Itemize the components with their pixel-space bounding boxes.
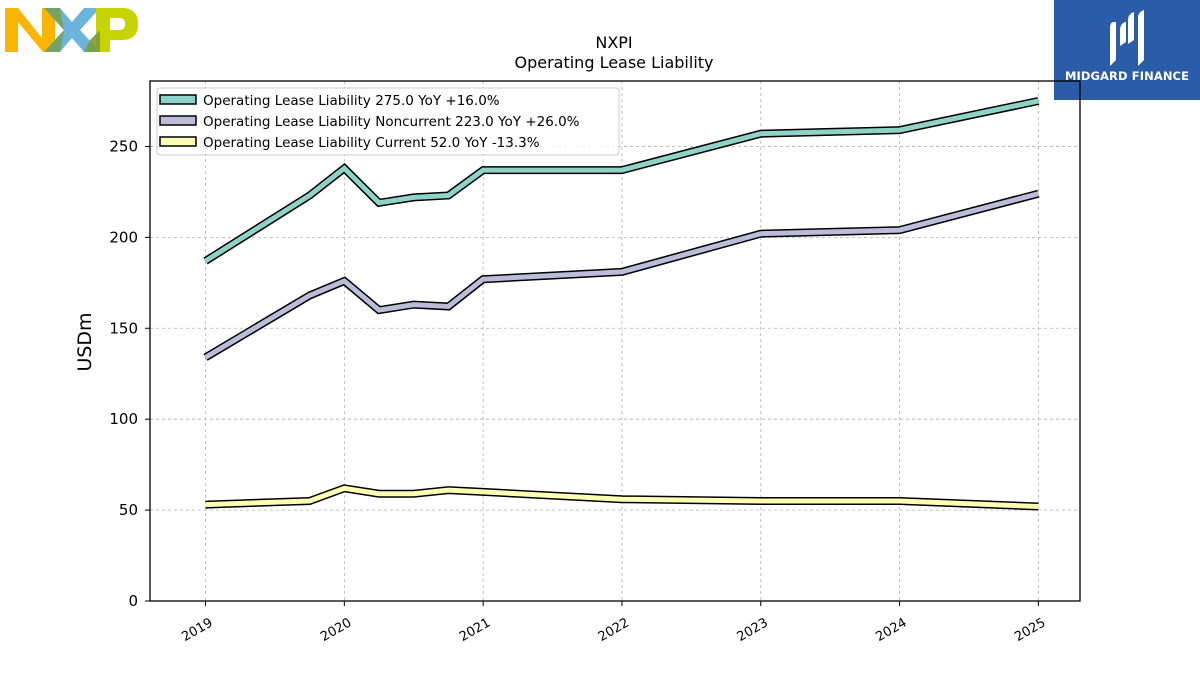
x-tick-label: 2024 — [873, 615, 909, 645]
series-line — [204, 98, 1039, 264]
nxp-logo-n — [5, 8, 55, 52]
x-tick-label: 2022 — [596, 615, 632, 645]
midgard-finance-name: MIDGARD FINANCE — [1064, 69, 1190, 83]
plot-frame — [149, 80, 1081, 602]
y-tick-label: 200 — [109, 228, 138, 246]
series-3 — [205, 484, 1039, 511]
y-tick-label: 150 — [109, 319, 138, 337]
x-tick-label: 2020 — [318, 615, 354, 645]
series-1 — [203, 97, 1040, 265]
y-tick-label: 100 — [109, 410, 138, 428]
legend-swatch — [159, 136, 197, 147]
series-2 — [203, 189, 1040, 361]
x-tick-label: 2025 — [1012, 615, 1048, 645]
series-layer — [203, 97, 1040, 511]
x-tick-label: 2023 — [735, 615, 771, 645]
chart-subtitle: Operating Lease Liability — [514, 53, 713, 72]
legend-label: Operating Lease Liability 275.0 YoY +16.… — [203, 93, 500, 109]
y-axis-label: USDm — [74, 312, 96, 371]
legend-box — [156, 87, 620, 156]
nxp-logo-p — [96, 8, 138, 52]
series-line-outline — [203, 189, 1040, 361]
y-axis: 0 50 100 150 200 250 — [109, 137, 150, 610]
x-tick-label: 2019 — [179, 615, 215, 645]
legend-label: Operating Lease Liability Current 52.0 Y… — [203, 135, 540, 151]
nxp-logo-x-shade — [44, 8, 64, 52]
midgard-emblem-icon — [1110, 10, 1144, 66]
x-axis: 2019 2020 2021 2022 2023 2024 2025 — [179, 601, 1048, 645]
series-line — [205, 485, 1039, 509]
y-tick-label: 250 — [109, 137, 138, 155]
y-tick-label: 0 — [128, 592, 138, 610]
series-line — [204, 191, 1040, 360]
nxp-logo-p-shade — [84, 30, 100, 52]
legend-swatch — [159, 94, 197, 105]
grid-lines — [150, 81, 1080, 601]
y-tick-label: 50 — [119, 501, 138, 519]
legend-swatch — [159, 115, 197, 126]
chart-title: NXPI — [595, 33, 632, 52]
legend-label: Operating Lease Liability Noncurrent 223… — [203, 114, 580, 130]
x-tick-label: 2021 — [457, 615, 493, 645]
nxp-logo — [0, 0, 145, 60]
legend: Operating Lease Liability 275.0 YoY +16.… — [156, 87, 620, 156]
midgard-finance-logo: MIDGARD FINANCE — [1054, 0, 1200, 100]
